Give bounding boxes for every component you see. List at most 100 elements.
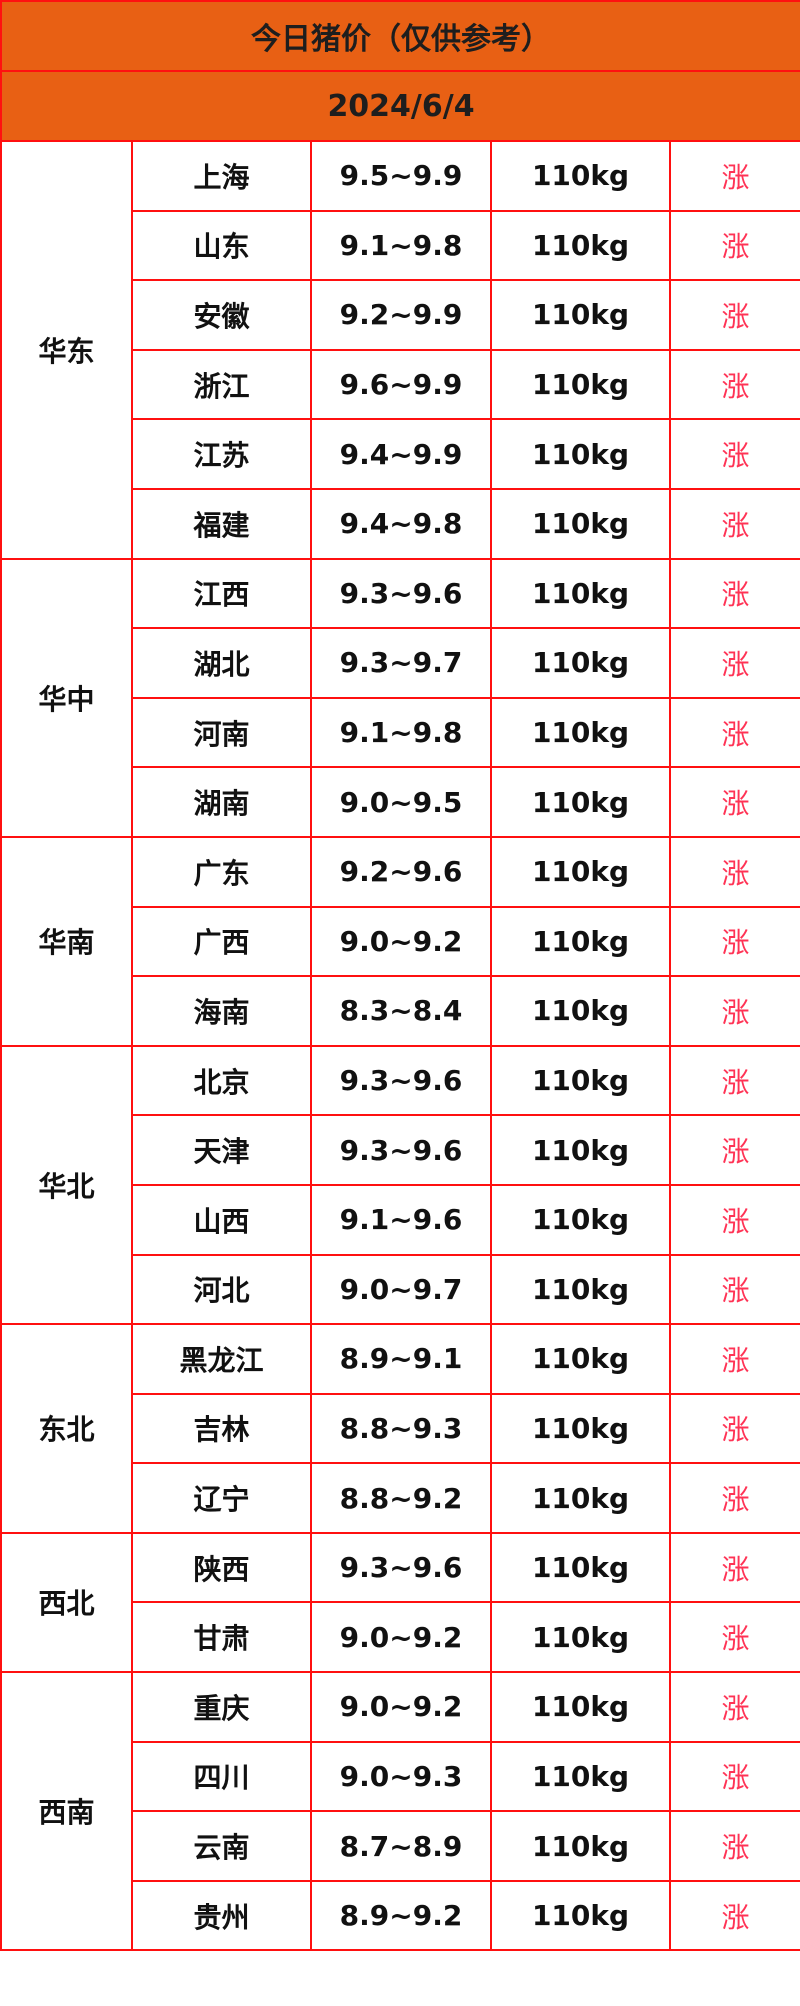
table-row: 河北 9.0~9.7 110kg 涨 xyxy=(1,1253,800,1326)
price-range-cell: 8.3~8.4 xyxy=(310,975,492,1047)
price-range-cell: 9.2~9.6 xyxy=(310,835,492,908)
trend-cell: 涨 xyxy=(668,348,800,421)
province-cell: 四川 xyxy=(131,1740,312,1813)
province-cell: 吉林 xyxy=(131,1392,312,1465)
trend-cell: 涨 xyxy=(668,209,800,282)
province-cell: 河南 xyxy=(131,696,312,769)
trend-cell: 涨 xyxy=(668,1879,800,1952)
table-row: 浙江 9.6~9.9 110kg 涨 xyxy=(1,348,800,421)
province-cell: 云南 xyxy=(131,1810,312,1882)
trend-cell: 涨 xyxy=(668,1531,800,1604)
province-cell: 江苏 xyxy=(131,418,312,490)
region-cell: 西北 xyxy=(0,1531,133,1674)
pig-price-table: 今日猪价（仅供参考） 2024/6/4 华东 上海 9.5~9.9 110kg 涨山东 9… xyxy=(0,0,800,1952)
province-cell: 广东 xyxy=(131,835,312,908)
weight-cell: 110kg xyxy=(490,766,671,838)
price-range-cell: 9.4~9.9 xyxy=(310,418,492,490)
province-cell: 山西 xyxy=(131,1183,312,1256)
weight-cell: 110kg xyxy=(490,418,671,490)
table-row: 华北 北京 9.3~9.6 110kg 涨 xyxy=(0,1044,800,1326)
trend-cell: 涨 xyxy=(668,1671,800,1743)
trend-cell: 涨 xyxy=(668,1044,800,1117)
table-row: 华南 广东 9.2~9.6 110kg 涨 xyxy=(0,835,800,1047)
weight-cell: 110kg xyxy=(490,1392,671,1465)
weight-cell: 110kg xyxy=(490,348,671,421)
province-cell: 甘肃 xyxy=(131,1601,312,1674)
trend-cell: 涨 xyxy=(668,1601,800,1674)
table-row: 湖南 9.0~9.5 110kg 涨 xyxy=(1,766,800,838)
weight-cell: 110kg xyxy=(490,1671,671,1743)
region-cell: 华中 xyxy=(0,557,133,838)
weight-cell: 110kg xyxy=(490,1531,671,1604)
table-row: 华东 上海 9.5~9.9 110kg 涨 xyxy=(0,140,800,560)
province-cell: 湖北 xyxy=(131,627,312,699)
price-range-cell: 9.0~9.7 xyxy=(310,1253,492,1326)
price-range-cell: 8.9~9.1 xyxy=(310,1323,492,1395)
province-cell: 海南 xyxy=(131,975,312,1047)
table-row: 湖北 9.3~9.7 110kg 涨 xyxy=(1,627,800,699)
table-row: 云南 8.7~8.9 110kg 涨 xyxy=(1,1810,800,1882)
province-cell: 安徽 xyxy=(131,279,312,351)
trend-cell: 涨 xyxy=(668,1810,800,1882)
province-cell: 福建 xyxy=(131,487,312,560)
price-range-cell: 9.3~9.7 xyxy=(310,627,492,699)
weight-cell: 110kg xyxy=(490,487,671,560)
weight-cell: 110kg xyxy=(490,1183,671,1256)
price-range-cell: 8.8~9.3 xyxy=(310,1392,492,1465)
table-row: 山东 9.1~9.8 110kg 涨 xyxy=(1,209,800,282)
region-cell: 东北 xyxy=(0,1323,133,1534)
weight-cell: 110kg xyxy=(490,557,671,630)
trend-cell: 涨 xyxy=(668,1462,800,1534)
weight-cell: 110kg xyxy=(490,1879,671,1952)
table-row: 天津 9.3~9.6 110kg 涨 xyxy=(1,1114,800,1186)
province-cell: 江西 xyxy=(131,557,312,630)
weight-cell: 110kg xyxy=(490,696,671,769)
price-range-cell: 9.3~9.6 xyxy=(310,1531,492,1604)
trend-cell: 涨 xyxy=(668,418,800,490)
weight-cell: 110kg xyxy=(490,1044,671,1117)
table-row: 海南 8.3~8.4 110kg 涨 xyxy=(1,975,800,1047)
price-range-cell: 9.3~9.6 xyxy=(310,1044,492,1117)
table-row: 山西 9.1~9.6 110kg 涨 xyxy=(1,1183,800,1256)
weight-cell: 110kg xyxy=(490,279,671,351)
province-cell: 天津 xyxy=(131,1114,312,1186)
trend-cell: 涨 xyxy=(668,696,800,769)
weight-cell: 110kg xyxy=(490,1114,671,1186)
region-cell: 西南 xyxy=(0,1671,133,1952)
province-cell: 陕西 xyxy=(131,1531,312,1604)
price-range-cell: 9.5~9.9 xyxy=(310,140,492,212)
table-row: 西南 重庆 9.0~9.2 110kg 涨 xyxy=(0,1671,800,1952)
trend-cell: 涨 xyxy=(668,1253,800,1326)
table-row: 吉林 8.8~9.3 110kg 涨 xyxy=(1,1392,800,1465)
weight-cell: 110kg xyxy=(490,1810,671,1882)
price-range-cell: 9.1~9.6 xyxy=(310,1183,492,1256)
weight-cell: 110kg xyxy=(490,140,671,212)
weight-cell: 110kg xyxy=(490,1462,671,1534)
price-range-cell: 9.6~9.9 xyxy=(310,348,492,421)
price-range-cell: 9.0~9.2 xyxy=(310,1601,492,1674)
province-cell: 辽宁 xyxy=(131,1462,312,1534)
table-row: 西北 陕西 9.3~9.6 110kg 涨 xyxy=(0,1531,800,1674)
table-row: 东北 黑龙江 8.9~9.1 110kg 涨 xyxy=(0,1323,800,1534)
trend-cell: 涨 xyxy=(668,279,800,351)
table-row: 河南 9.1~9.8 110kg 涨 xyxy=(1,696,800,769)
price-range-cell: 9.3~9.6 xyxy=(310,1114,492,1186)
province-cell: 上海 xyxy=(131,140,312,212)
table-row: 广西 9.0~9.2 110kg 涨 xyxy=(1,905,800,978)
region-cell: 华南 xyxy=(0,835,133,1047)
table-row: 辽宁 8.8~9.2 110kg 涨 xyxy=(1,1462,800,1534)
weight-cell: 110kg xyxy=(490,835,671,908)
trend-cell: 涨 xyxy=(668,1114,800,1186)
province-cell: 山东 xyxy=(131,209,312,282)
province-cell: 广西 xyxy=(131,905,312,978)
weight-cell: 110kg xyxy=(490,1323,671,1395)
trend-cell: 涨 xyxy=(668,1740,800,1813)
weight-cell: 110kg xyxy=(490,1601,671,1674)
price-range-cell: 9.3~9.6 xyxy=(310,557,492,630)
table-row: 江苏 9.4~9.9 110kg 涨 xyxy=(1,418,800,490)
price-range-cell: 8.9~9.2 xyxy=(310,1879,492,1952)
weight-cell: 110kg xyxy=(490,1253,671,1326)
province-cell: 重庆 xyxy=(131,1671,312,1743)
province-cell: 贵州 xyxy=(131,1879,312,1952)
weight-cell: 110kg xyxy=(490,975,671,1047)
